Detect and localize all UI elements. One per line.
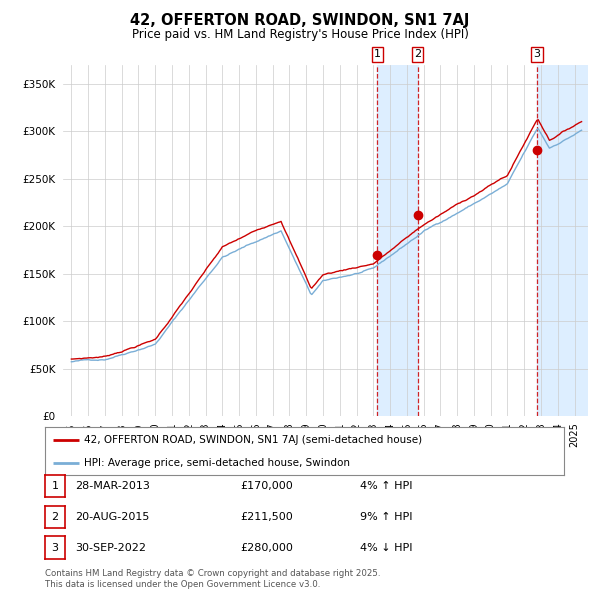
Text: Contains HM Land Registry data © Crown copyright and database right 2025.: Contains HM Land Registry data © Crown c… <box>45 569 380 578</box>
Text: 3: 3 <box>52 543 58 552</box>
Text: 28-MAR-2013: 28-MAR-2013 <box>75 481 150 491</box>
Text: 2: 2 <box>52 512 58 522</box>
Text: 4% ↓ HPI: 4% ↓ HPI <box>360 543 413 552</box>
Text: 42, OFFERTON ROAD, SWINDON, SN1 7AJ: 42, OFFERTON ROAD, SWINDON, SN1 7AJ <box>130 13 470 28</box>
Text: £211,500: £211,500 <box>240 512 293 522</box>
Text: £170,000: £170,000 <box>240 481 293 491</box>
Text: 1: 1 <box>52 481 58 491</box>
Bar <box>537 65 588 416</box>
Text: 1: 1 <box>374 50 381 60</box>
Text: 9% ↑ HPI: 9% ↑ HPI <box>360 512 413 522</box>
Text: 20-AUG-2015: 20-AUG-2015 <box>75 512 149 522</box>
Text: 3: 3 <box>533 50 541 60</box>
Text: HPI: Average price, semi-detached house, Swindon: HPI: Average price, semi-detached house,… <box>84 458 350 468</box>
Text: 30-SEP-2022: 30-SEP-2022 <box>75 543 146 552</box>
Text: 4% ↑ HPI: 4% ↑ HPI <box>360 481 413 491</box>
Bar <box>377 65 418 416</box>
Text: £280,000: £280,000 <box>240 543 293 552</box>
Text: This data is licensed under the Open Government Licence v3.0.: This data is licensed under the Open Gov… <box>45 579 320 589</box>
Text: 42, OFFERTON ROAD, SWINDON, SN1 7AJ (semi-detached house): 42, OFFERTON ROAD, SWINDON, SN1 7AJ (sem… <box>84 435 422 445</box>
Text: 2: 2 <box>414 50 421 60</box>
Text: Price paid vs. HM Land Registry's House Price Index (HPI): Price paid vs. HM Land Registry's House … <box>131 28 469 41</box>
